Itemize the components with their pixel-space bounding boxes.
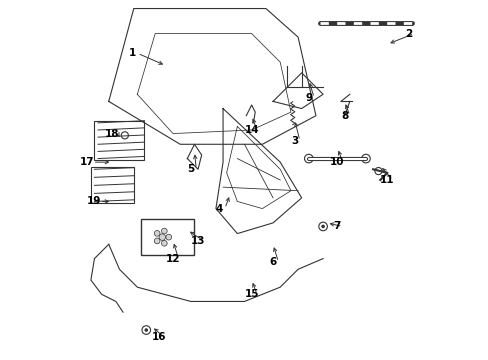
FancyBboxPatch shape [141, 219, 194, 255]
Text: 5: 5 [187, 164, 194, 174]
Circle shape [159, 234, 165, 240]
Text: 2: 2 [405, 28, 411, 39]
Circle shape [165, 234, 171, 240]
Text: 15: 15 [244, 289, 258, 299]
Text: 18: 18 [105, 129, 120, 139]
Text: 19: 19 [87, 197, 102, 206]
Circle shape [161, 240, 167, 246]
Text: 1: 1 [128, 48, 135, 58]
Text: 3: 3 [290, 136, 298, 146]
Text: 7: 7 [333, 221, 340, 231]
Text: 8: 8 [340, 111, 347, 121]
Text: 16: 16 [151, 332, 166, 342]
Circle shape [321, 225, 324, 228]
Text: 13: 13 [190, 236, 205, 246]
Circle shape [154, 238, 160, 244]
Bar [94, 121, 144, 160]
Text: 14: 14 [244, 125, 259, 135]
Text: 17: 17 [80, 157, 95, 167]
Text: 6: 6 [269, 257, 276, 267]
Text: 11: 11 [379, 175, 394, 185]
Text: 10: 10 [329, 157, 344, 167]
Text: 9: 9 [305, 93, 312, 103]
Circle shape [161, 228, 167, 234]
Text: 12: 12 [165, 253, 180, 264]
Text: 4: 4 [215, 203, 223, 213]
Bar [91, 167, 134, 203]
Circle shape [154, 230, 160, 236]
Circle shape [144, 328, 148, 332]
